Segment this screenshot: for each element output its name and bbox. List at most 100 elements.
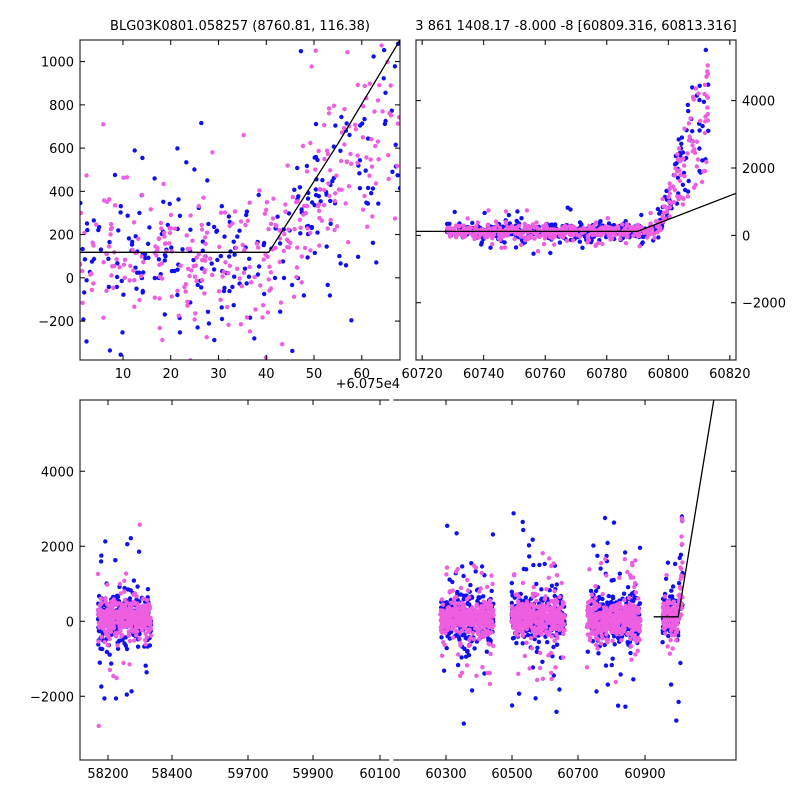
bottom-blue-point xyxy=(521,527,526,533)
top_left-magenta-point xyxy=(131,268,136,273)
top_left-magenta-point xyxy=(121,262,127,267)
top_right-blue-point xyxy=(639,212,644,218)
bottom-blue-point xyxy=(551,673,556,678)
bottom-magenta-point xyxy=(471,637,477,642)
bottom-blue-point xyxy=(97,660,103,665)
bottom-magenta-point xyxy=(534,677,540,683)
top_left-blue-point xyxy=(383,118,388,124)
top_left-magenta-point xyxy=(346,240,351,245)
top_left-magenta-point xyxy=(339,130,345,135)
top_left-blue-point xyxy=(152,275,157,281)
bottom-blue-point xyxy=(623,704,628,709)
bottom-magenta-point xyxy=(593,584,598,589)
top_left-blue-point xyxy=(232,252,237,257)
top_left-magenta-point xyxy=(111,285,116,290)
top_left-magenta-point xyxy=(266,277,271,282)
top_left-blue-point xyxy=(169,245,174,250)
top_left-magenta-point xyxy=(104,199,110,204)
bottom-magenta-point xyxy=(459,628,464,633)
bottom-magenta-point xyxy=(637,637,642,642)
top_right-xtick-label: 60740 xyxy=(463,367,504,382)
top_left-magenta-point xyxy=(268,221,274,227)
bottom-magenta-point xyxy=(520,613,525,619)
bottom-magenta-point xyxy=(105,582,110,587)
bottom-magenta-point xyxy=(521,620,526,626)
top_right-magenta-point xyxy=(705,105,710,110)
bottom-magenta-point xyxy=(596,603,601,608)
top_right-magenta-point xyxy=(598,233,604,238)
bottom-magenta-point xyxy=(674,629,679,635)
top_left-blue-point xyxy=(219,316,225,322)
top_right-ytick-label: 4000 xyxy=(742,95,775,110)
top_left-blue-point xyxy=(357,186,363,191)
top_right-magenta-point xyxy=(542,232,547,238)
top_left-blue-point xyxy=(80,200,83,206)
bottom-magenta-point xyxy=(554,617,560,623)
top_right-magenta-point xyxy=(516,223,522,228)
top_left-blue-point xyxy=(256,192,261,198)
bottom-magenta-point xyxy=(596,637,601,642)
bottom-magenta-point xyxy=(552,588,557,594)
top_right-blue-point xyxy=(685,189,691,194)
bottom-magenta-point xyxy=(460,600,465,606)
bottom-magenta-point xyxy=(543,604,549,610)
bottom-blue-point xyxy=(447,577,452,582)
top_left-blue-point xyxy=(135,270,140,275)
top_left-blue-point xyxy=(296,194,301,199)
bottom-blue-point xyxy=(660,640,665,645)
bottom-magenta-point xyxy=(439,653,445,658)
bottom-magenta-point xyxy=(661,601,666,606)
bottom-blue-point xyxy=(628,650,633,656)
bottom-blue-point xyxy=(615,635,621,641)
top_right-magenta-point xyxy=(455,224,461,229)
bottom-magenta-point xyxy=(487,681,493,687)
top_left-blue-point xyxy=(278,309,283,314)
top_left-blue-point xyxy=(140,155,145,161)
bottom-magenta-point xyxy=(679,605,684,611)
top_left-magenta-point xyxy=(338,158,344,164)
top_right-magenta-point xyxy=(645,231,651,236)
bottom-magenta-point xyxy=(131,600,136,605)
bottom-magenta-point xyxy=(137,636,142,641)
top_right-magenta-point xyxy=(475,220,481,225)
top_left-magenta-point xyxy=(148,207,153,212)
top_left-blue-point xyxy=(330,179,335,184)
bottom-magenta-point xyxy=(490,581,495,587)
bottom-magenta-point xyxy=(488,651,493,657)
top_left-xtick-label: 40 xyxy=(258,367,275,382)
top_right-blue-point xyxy=(515,209,520,214)
top_left-magenta-point xyxy=(178,263,183,268)
top_left-xtick-label: 10 xyxy=(115,367,132,382)
top_right-magenta-point xyxy=(652,235,657,241)
bottom-frame xyxy=(79,399,737,761)
bottom-blue-point xyxy=(549,583,555,588)
bottom-ytick-label: 4000 xyxy=(41,465,74,480)
top-left-x-offset-label: +6.075e4 xyxy=(336,377,400,392)
bottom-magenta-point xyxy=(663,631,668,636)
bottom-magenta-point xyxy=(460,606,465,612)
bottom-magenta-point xyxy=(535,604,540,609)
top_right-blue-point xyxy=(706,128,711,133)
top_left-magenta-point xyxy=(137,297,142,303)
top_right-magenta-point xyxy=(686,138,692,143)
top_left-magenta-point xyxy=(239,284,244,289)
bottom-magenta-point xyxy=(119,634,124,639)
bottom-magenta-point xyxy=(627,601,632,607)
bottom-magenta-point xyxy=(465,588,471,593)
top_right-magenta-point xyxy=(493,219,499,224)
bottom-magenta-point xyxy=(96,723,101,729)
bottom-magenta-point xyxy=(541,610,546,615)
bottom-blue-point xyxy=(136,549,142,554)
top_left-magenta-point xyxy=(292,226,297,232)
top_right-magenta-point xyxy=(477,231,483,236)
bottom-xtick-label: 60300 xyxy=(425,767,466,782)
top_left-blue-point xyxy=(118,204,124,209)
top_left-magenta-point xyxy=(133,250,138,256)
top_right-magenta-point xyxy=(627,224,633,230)
top_left-magenta-point xyxy=(283,202,288,207)
top_left-blue-point xyxy=(235,234,240,239)
bottom-magenta-point xyxy=(630,612,635,617)
bottom-magenta-point xyxy=(665,644,670,649)
top_left-blue-point xyxy=(312,250,317,256)
top_left-magenta-point xyxy=(368,157,373,162)
